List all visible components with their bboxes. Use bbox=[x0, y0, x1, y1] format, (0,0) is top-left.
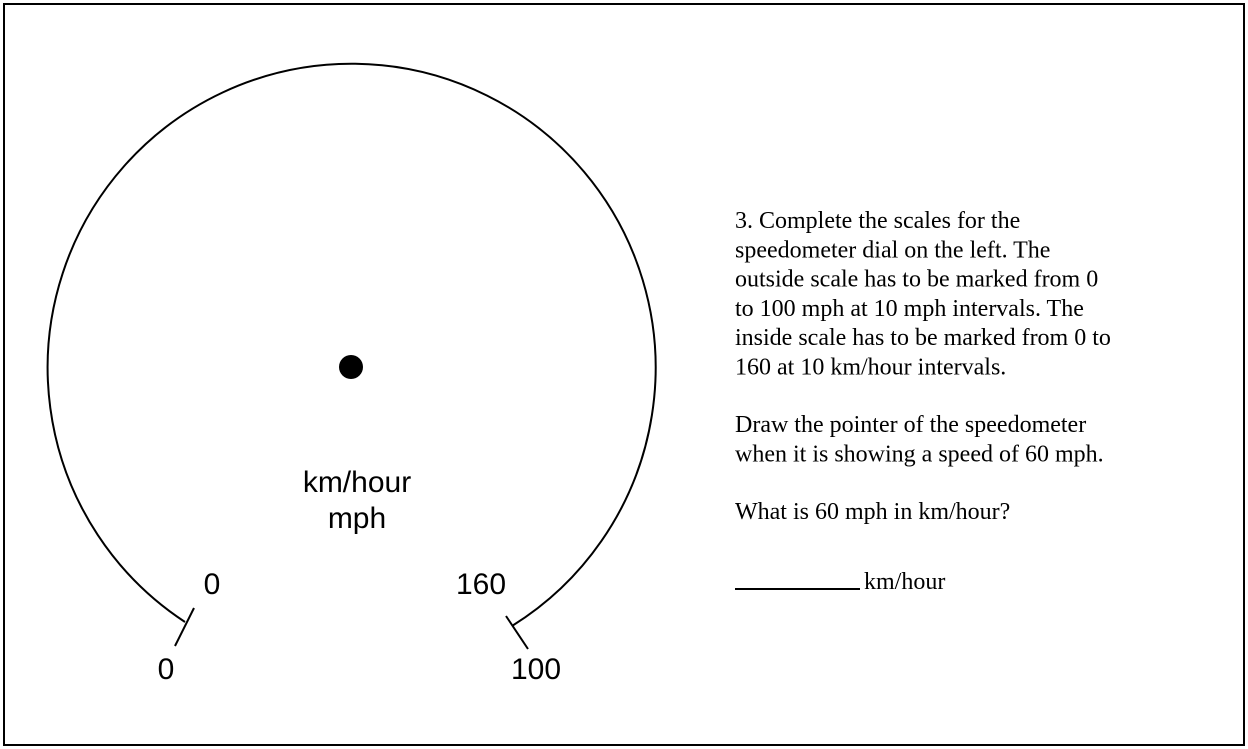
question-line: inside scale has to be marked from 0 to bbox=[735, 325, 1111, 351]
pointer-task-line: Draw the pointer of the speedometer bbox=[735, 412, 1086, 438]
question-line: speedometer dial on the left. The bbox=[735, 237, 1050, 263]
inner-end: 160 bbox=[456, 568, 506, 601]
start-tick bbox=[174, 607, 195, 647]
answer-unit: km/hour bbox=[864, 569, 945, 595]
inner-start: 0 bbox=[204, 568, 221, 601]
border bbox=[3, 3, 1245, 746]
outer-unit: mph bbox=[328, 502, 386, 535]
question: 3. Complete the scales for the speedomete… bbox=[735, 208, 1111, 525]
inner-unit: km/hour bbox=[303, 466, 411, 499]
question-line: 160 at 10 km/hour intervals. bbox=[735, 355, 1006, 381]
question-line: outside scale has to be marked from 0 bbox=[735, 267, 1098, 293]
question-line: to 100 mph at 10 mph intervals. The bbox=[735, 296, 1084, 322]
question-line: 3. Complete the scales for the bbox=[735, 208, 1020, 234]
dial-center bbox=[339, 355, 363, 379]
ask: What is 60 mph in km/hour? bbox=[735, 499, 1010, 525]
outer-end: 100 bbox=[511, 653, 561, 686]
pointer-task-line: when it is showing a speed of 60 mph. bbox=[735, 441, 1104, 467]
dial-arc bbox=[46, 62, 657, 627]
outer-start: 0 bbox=[158, 653, 175, 686]
end-tick bbox=[505, 615, 529, 650]
